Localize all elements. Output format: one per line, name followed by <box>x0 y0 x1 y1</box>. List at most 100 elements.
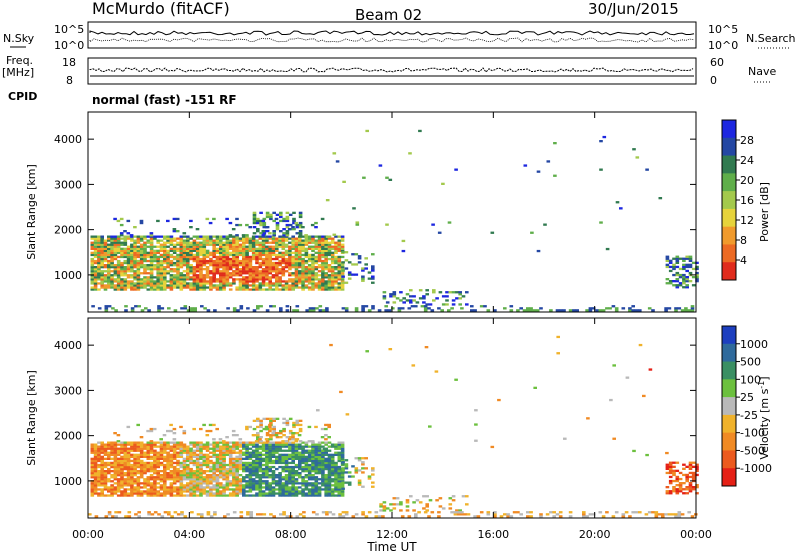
range-gate-cell <box>189 255 193 259</box>
range-gate-cell <box>245 268 249 271</box>
range-gate-cell <box>311 455 315 458</box>
range-gate-cell <box>324 245 328 248</box>
range-gate-cell <box>149 476 154 479</box>
range-gate-cell <box>219 490 223 493</box>
range-gate-cell <box>294 243 299 246</box>
range-gate-cell <box>179 470 184 473</box>
range-gate-cell <box>327 472 332 475</box>
range-gate-cell <box>311 270 315 273</box>
range-gate-cell <box>235 261 239 265</box>
range-gate-cell <box>123 241 128 244</box>
range-gate-cell <box>133 470 137 473</box>
range-gate-cell <box>195 261 200 265</box>
range-gate-cell <box>205 261 210 265</box>
range-gate-cell <box>252 215 257 219</box>
range-gate-cell <box>292 217 296 221</box>
range-gate-cell <box>113 272 118 275</box>
range-gate-cell <box>100 472 104 475</box>
range-gate-cell <box>298 492 302 495</box>
range-gate-cell <box>100 270 104 273</box>
range-gate-cell <box>367 271 372 274</box>
range-gate-cell <box>199 257 203 261</box>
range-gate-cell <box>389 293 393 296</box>
range-gate-cell <box>93 455 98 458</box>
range-gate-cell <box>110 470 114 473</box>
range-gate-cell <box>209 276 213 279</box>
range-gate-cell <box>143 268 147 271</box>
range-gate-cell <box>685 269 689 273</box>
range-gate-cell <box>248 455 253 458</box>
range-gate-cell <box>120 264 124 267</box>
range-gate-cell <box>186 257 190 261</box>
range-gate-cell <box>222 253 226 257</box>
range-gate-cell <box>182 494 187 497</box>
range-gate-cell <box>685 257 689 260</box>
range-gate-cell <box>259 425 263 429</box>
range-gate-cell <box>291 247 295 250</box>
range-gate-cell <box>93 259 98 263</box>
range-gate-cell <box>466 513 471 516</box>
range-gate-cell <box>195 445 200 448</box>
range-gate-cell <box>242 272 246 275</box>
range-gate-cell <box>291 484 295 487</box>
range-gate-cell <box>143 237 147 240</box>
range-gate-cell <box>199 478 203 481</box>
range-gate-cell <box>245 288 249 291</box>
range-gate-cell <box>176 249 180 252</box>
range-gate-cell <box>179 261 184 265</box>
range-gate-cell <box>205 445 210 448</box>
range-gate-cell <box>235 249 239 252</box>
range-gate-cell <box>143 241 147 244</box>
range-gate-cell <box>328 511 332 514</box>
range-gate-cell <box>100 478 104 481</box>
range-gate-cell <box>282 417 286 420</box>
range-gate-cell <box>225 470 230 473</box>
range-gate-cell <box>90 459 95 463</box>
range-gate-cell <box>314 478 319 481</box>
range-gate-cell <box>199 268 203 271</box>
range-gate-cell <box>265 488 269 491</box>
range-gate-cell <box>341 487 345 490</box>
range-gate-cell <box>311 249 315 252</box>
range-gate-cell <box>219 494 223 497</box>
range-gate-cell <box>186 484 190 487</box>
range-gate-cell <box>133 266 137 269</box>
range-gate-cell <box>304 259 309 263</box>
range-gate-cell <box>166 488 170 491</box>
range-gate-cell <box>288 461 292 465</box>
range-gate-cell <box>232 307 237 310</box>
range-gate-cell <box>285 215 290 219</box>
range-gate-cell <box>307 270 312 273</box>
range-gate-cell <box>294 251 299 254</box>
range-gate-cell <box>113 490 118 493</box>
range-gate-cell <box>265 249 269 252</box>
range-gate-cell <box>212 453 216 456</box>
range-gate-cell <box>228 266 233 269</box>
range-gate-cell <box>298 261 302 265</box>
range-gate-cell <box>136 492 141 495</box>
range-gate-cell <box>311 241 315 244</box>
range-gate-cell <box>172 261 177 265</box>
range-gate-cell <box>437 231 442 234</box>
range-gate-cell <box>252 232 257 235</box>
nsky-tick-high: 10^5 <box>54 23 84 36</box>
range-gate-cell <box>311 276 315 279</box>
range-gate-cell <box>691 465 696 468</box>
range-gate-cell <box>324 266 328 269</box>
range-gate-cell <box>271 490 276 493</box>
range-gate-cell <box>425 509 429 512</box>
range-gate-cell <box>278 476 282 479</box>
range-gate-cell <box>219 484 223 487</box>
range-gate-cell <box>189 451 193 454</box>
range-gate-cell <box>258 438 262 441</box>
range-gate-cell <box>248 284 253 287</box>
range-gate-cell <box>245 486 249 489</box>
range-gate-cell <box>261 261 266 265</box>
range-gate-cell <box>258 457 263 460</box>
range-gate-cell <box>259 440 263 443</box>
range-gate-cell <box>455 509 459 512</box>
range-gate-cell <box>675 492 680 495</box>
range-gate-cell <box>123 253 128 257</box>
range-gate-cell <box>238 467 243 471</box>
range-gate-cell <box>179 253 184 257</box>
